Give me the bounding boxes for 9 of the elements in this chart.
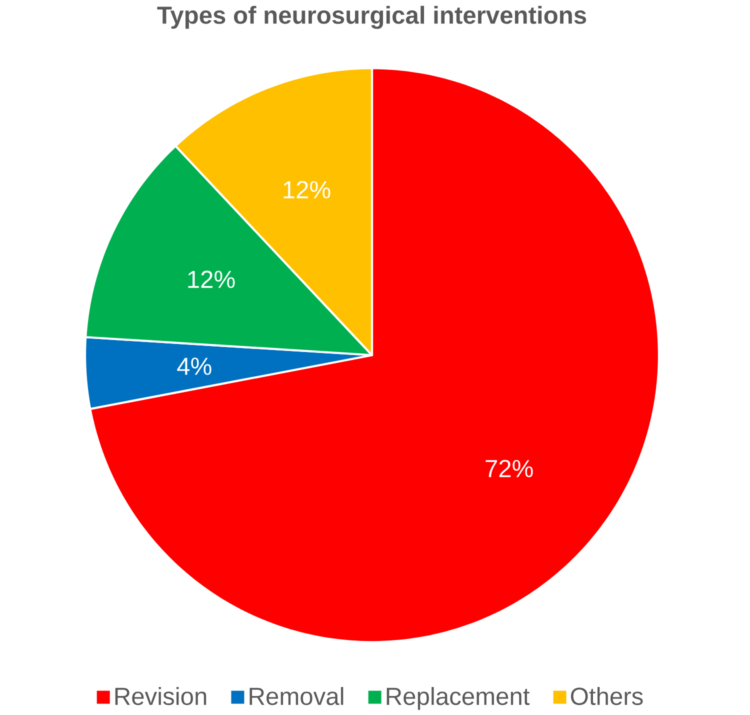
data-label: 12% xyxy=(188,270,235,288)
legend-label: Replacement xyxy=(386,687,530,710)
data-label: 4% xyxy=(177,358,212,376)
legend-label: Others xyxy=(570,687,643,706)
data-label: 72% xyxy=(486,460,533,478)
chart-title: Types of neurosurgical interventions xyxy=(157,6,586,30)
legend-label: Revision xyxy=(115,687,206,706)
legend-label: Removal xyxy=(250,687,344,706)
data-label: 12% xyxy=(284,181,330,199)
